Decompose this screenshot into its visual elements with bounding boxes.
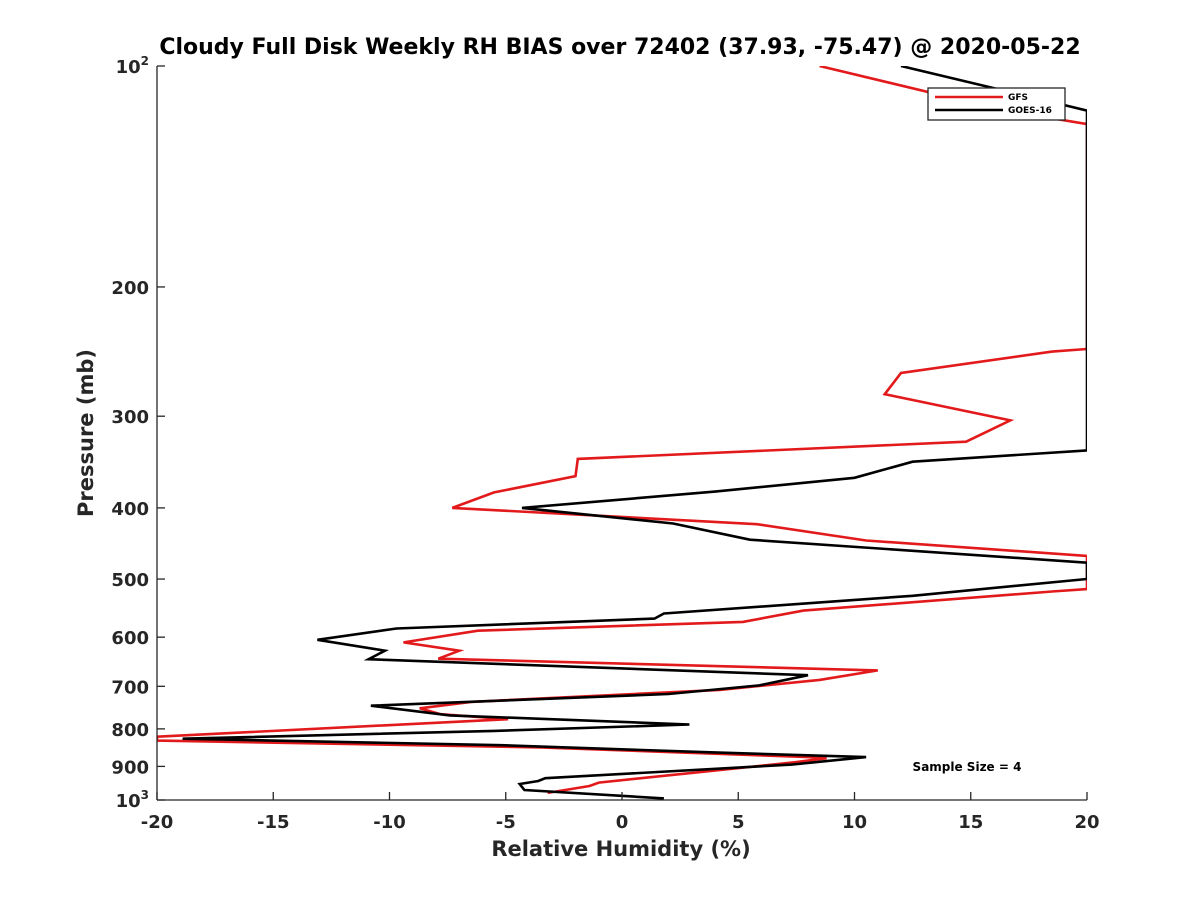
x-tick-label: -15 [257,812,290,833]
y-tick-label: 700 [111,677,149,698]
x-tick-label: 15 [958,812,983,833]
x-axis-label: Relative Humidity (%) [491,837,750,861]
series-group [157,66,1087,800]
series-line-gfs [157,66,1087,795]
legend-label-gfs: GFS [1008,93,1028,103]
y-tick-label: 500 [111,570,149,591]
x-tick-label: 5 [732,812,745,833]
y-tick-label: 800 [111,720,149,741]
legend-label-goes-16: GOES-16 [1008,106,1052,116]
x-tick-label: -20 [141,812,174,833]
y-tick-label: 300 [111,407,149,428]
y-tick-label: 200 [111,278,149,299]
y-tick-label: 900 [111,757,149,778]
sample-size-annotation: Sample Size = 4 [913,760,1022,774]
y-tick-label: 600 [111,628,149,649]
y-tick-label: 102 [116,54,149,78]
x-tick-label: 10 [842,812,867,833]
legend-box [927,87,1066,121]
legend: GFS GOES-16 [927,87,1066,121]
x-tick-label: -5 [496,812,516,833]
x-tick-label: 20 [1074,812,1099,833]
x-tick-label: 0 [616,812,629,833]
chart-title: Cloudy Full Disk Weekly RH BIAS over 724… [159,35,1080,60]
y-tick-label: 400 [111,499,149,520]
series-line-goes-16 [182,66,1087,800]
y-tick-label: 103 [116,788,149,812]
x-tick-label: -10 [373,812,406,833]
y-axis-label: Pressure (mb) [74,349,98,517]
